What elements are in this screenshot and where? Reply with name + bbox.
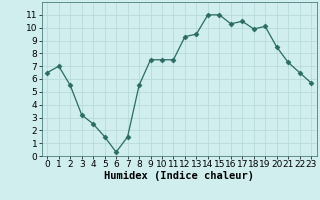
X-axis label: Humidex (Indice chaleur): Humidex (Indice chaleur)	[104, 171, 254, 181]
